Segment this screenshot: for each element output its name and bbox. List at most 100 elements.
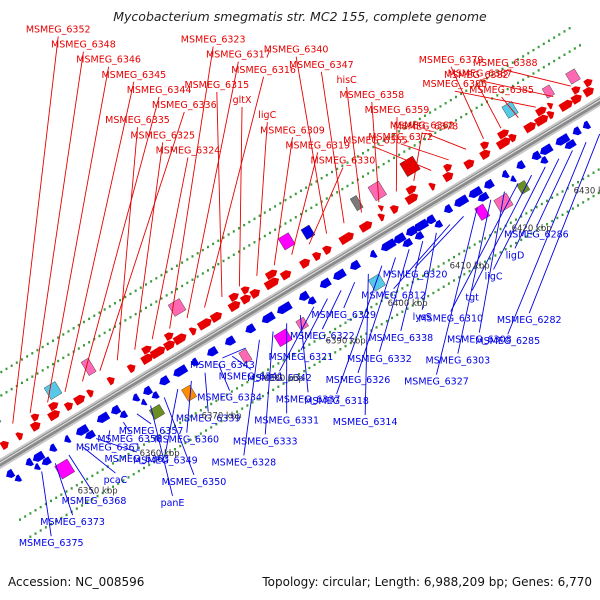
gene-arrow [47, 409, 60, 422]
track-dot [298, 373, 301, 376]
gene-arrow [572, 126, 582, 136]
track-dot [10, 387, 13, 391]
gene-label: MSMEG_6314 [333, 417, 398, 428]
forward-gene [535, 106, 547, 117]
feature-block [238, 348, 253, 364]
track-dot [124, 319, 127, 322]
track-dot [385, 296, 388, 299]
gene-label: MSMEG_6326 [326, 375, 391, 386]
reverse-gene [367, 180, 387, 202]
callout-line [371, 101, 380, 203]
track-dot [360, 335, 363, 338]
feature-block [516, 180, 531, 195]
gene-arrow [468, 185, 484, 199]
reverse-gene [413, 218, 430, 232]
reverse-gene [531, 150, 542, 161]
gene-arrow [349, 259, 362, 270]
track-dot [77, 323, 80, 327]
track-dot [344, 321, 347, 324]
track-dot [246, 404, 249, 407]
track-dot [134, 312, 137, 316]
tick-dots [0, 27, 600, 538]
gene-arrow [434, 219, 444, 228]
track-dot [155, 300, 158, 303]
track-dot [165, 294, 168, 297]
track-dot [473, 243, 476, 246]
forward-gene [0, 440, 9, 451]
gene-arrow [463, 159, 475, 170]
track-dot [75, 507, 78, 510]
gene-arrow [49, 443, 58, 452]
callout-line [218, 364, 231, 391]
track-dot [460, 92, 463, 96]
track-dot [453, 279, 456, 282]
track-dot [289, 195, 292, 199]
track-dot [82, 320, 85, 324]
track-dot [103, 308, 106, 311]
track-dot [253, 217, 256, 221]
track-dot [458, 276, 461, 279]
callout-line [151, 157, 189, 340]
track-dot [506, 64, 509, 67]
track-dot [139, 286, 142, 289]
track-dot [153, 437, 156, 440]
callout-line [364, 273, 369, 416]
track-dot [540, 202, 543, 206]
track-dot [516, 58, 519, 61]
track-dot [349, 341, 352, 345]
gene-arrow [298, 290, 310, 301]
gene-label: MSMEG_6335 [105, 115, 170, 126]
callout-line [273, 137, 293, 266]
track-dot [174, 448, 177, 451]
gene-label: MSMEG_6322 [290, 331, 355, 342]
gene-arrow [393, 232, 407, 244]
track-dot [372, 169, 375, 172]
track-dot [274, 228, 277, 231]
callout-line [295, 56, 328, 234]
track-dot [137, 446, 140, 449]
track-dot [354, 315, 357, 318]
track-dot [282, 382, 285, 385]
gene-label: MSMEG_6359 [365, 105, 430, 116]
track-dot [24, 515, 27, 518]
track-dot [323, 334, 326, 337]
gene-arrow [358, 221, 373, 233]
track-dot [274, 205, 277, 208]
callout-line [186, 61, 239, 319]
track-dot [181, 284, 184, 288]
callout-line [320, 71, 345, 224]
reverse-gene [96, 411, 111, 424]
callout-line [238, 107, 243, 287]
track-dot [39, 505, 42, 509]
reverse-gene [510, 175, 517, 182]
track-dot [191, 278, 194, 281]
track-dot [106, 488, 109, 492]
forward-gene [264, 269, 278, 280]
track-dot [318, 360, 321, 363]
track-dot [298, 349, 301, 353]
track-dot [553, 59, 556, 63]
track-dot [375, 326, 378, 329]
track-dot [423, 137, 426, 141]
gene-arrow [14, 474, 23, 482]
track-dot [563, 30, 566, 33]
callout-line [378, 249, 410, 353]
reverse-gene [25, 457, 34, 467]
gene-label: MSMEG_6375 [19, 538, 84, 549]
track-dot [475, 83, 478, 86]
track-dot [72, 327, 75, 330]
track-dot [387, 159, 390, 163]
gene-label: MSMEG_6341 [219, 372, 284, 383]
gene-arrow [523, 122, 537, 134]
forward-gene [533, 114, 549, 127]
track-dot [468, 269, 471, 273]
track-dot [227, 233, 230, 236]
track-dot [194, 435, 197, 438]
track-dot [93, 314, 96, 317]
gene-label: panE [161, 498, 185, 509]
track-dot [81, 504, 84, 507]
track-dot [411, 304, 414, 307]
track-dot [568, 50, 571, 53]
gene-arrow [141, 345, 152, 355]
track-dot [377, 142, 380, 146]
